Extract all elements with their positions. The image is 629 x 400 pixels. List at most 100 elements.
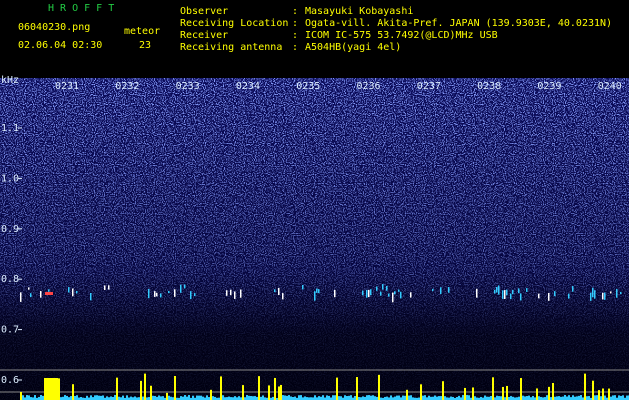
- info-label: Receiving Location: [180, 18, 288, 29]
- strip-signal: [242, 385, 244, 400]
- strip-signal: [428, 395, 430, 400]
- strip-signal: [592, 380, 594, 400]
- meteor-echo: [274, 289, 276, 293]
- meteor-echo: [496, 286, 498, 293]
- meteor-echo: [616, 288, 618, 298]
- strip-signal: [22, 395, 24, 400]
- strip-signal: [528, 395, 530, 400]
- strip-signal: [386, 396, 388, 400]
- meteor-echo: [90, 292, 92, 301]
- strip-signal: [122, 395, 124, 400]
- meteor-echo: [174, 289, 176, 297]
- strip-signal: [590, 397, 592, 400]
- strip-signal: [120, 397, 122, 400]
- strip-signal: [584, 373, 586, 400]
- strip-signal: [438, 396, 440, 400]
- strip-signal: [602, 388, 604, 400]
- strip-signal: [206, 395, 208, 400]
- strip-signal: [290, 396, 292, 400]
- strip-signal: [456, 397, 458, 400]
- strip-signal: [324, 397, 326, 400]
- meteor-echo: [148, 288, 150, 299]
- strip-signal: [244, 397, 246, 400]
- strip-signal: [74, 395, 76, 400]
- strip-signal: [98, 395, 100, 400]
- strip-signal: [30, 397, 32, 400]
- strip-signal: [582, 397, 584, 400]
- meteor-echo: [394, 291, 396, 295]
- strip-signal: [564, 395, 566, 400]
- strip-signal: [288, 395, 290, 400]
- y-tick-label: 1.0: [1, 173, 19, 184]
- strip-signal: [488, 396, 490, 400]
- meteor-head: [45, 292, 53, 295]
- strip-signal: [346, 396, 348, 400]
- strip-signal: [200, 395, 202, 400]
- meteor-echo: [392, 292, 394, 303]
- strip-signal: [278, 386, 280, 400]
- strip-signal: [508, 396, 510, 400]
- strip-signal: [192, 395, 194, 400]
- meteor-echo: [76, 290, 78, 294]
- strip-signal: [208, 397, 210, 400]
- x-tick-label: 0233: [176, 81, 200, 92]
- strip-signal: [624, 397, 626, 400]
- strip-signal: [170, 396, 172, 400]
- meteor-echo: [620, 291, 622, 295]
- strip-signal: [224, 397, 226, 400]
- strip-signal: [86, 395, 88, 400]
- strip-signal: [608, 388, 610, 400]
- strip-signal: [148, 397, 150, 400]
- meteor-echo: [154, 291, 156, 297]
- strip-signal: [60, 397, 62, 400]
- x-tick-label: 0231: [55, 81, 79, 92]
- strip-signal: [474, 396, 476, 400]
- strip-signal: [198, 395, 200, 400]
- strip-signal: [392, 397, 394, 400]
- strip-signal: [498, 396, 500, 400]
- strip-signal: [210, 389, 212, 400]
- strip-signal: [96, 395, 98, 400]
- strip-signal: [212, 396, 214, 400]
- strip-signal: [216, 397, 218, 400]
- strip-signal: [232, 397, 234, 400]
- meteor-echo: [194, 293, 196, 297]
- strip-signal: [440, 396, 442, 400]
- strip-signal: [262, 395, 264, 400]
- meteor-echo: [368, 289, 370, 298]
- strip-signal: [616, 397, 618, 400]
- strip-signal: [362, 396, 364, 400]
- strip-signal: [318, 396, 320, 400]
- x-tick-label: 0239: [537, 81, 561, 92]
- strip-signal: [536, 388, 538, 400]
- strip-signal: [166, 392, 168, 400]
- strip-signal: [460, 397, 462, 400]
- strip-signal: [350, 395, 352, 400]
- strip-signal: [554, 396, 556, 400]
- strip-signal: [332, 395, 334, 400]
- strip-signal: [454, 397, 456, 400]
- strip-signal: [248, 395, 250, 400]
- strip-signal: [188, 395, 190, 400]
- strip-signal: [408, 395, 410, 400]
- strip-signal: [506, 385, 508, 400]
- strip-signal: [258, 376, 260, 400]
- meteor-echo: [494, 289, 496, 294]
- strip-signal: [64, 395, 66, 400]
- strip-signal: [126, 395, 128, 400]
- strip-signal: [546, 395, 548, 400]
- strip-signal: [276, 397, 278, 400]
- strip-signal: [42, 395, 44, 400]
- strip-signal: [578, 395, 580, 400]
- meteor-echo: [388, 293, 390, 297]
- strip-signal: [76, 395, 78, 400]
- strip-signal: [268, 385, 270, 400]
- strip-signal: [594, 395, 596, 400]
- strip-signal: [436, 396, 438, 400]
- info-label: Observer: [180, 6, 228, 17]
- y-tick-label: 0.9: [1, 224, 19, 235]
- strip-signal: [366, 395, 368, 400]
- x-tick-label: 0236: [357, 81, 381, 92]
- strip-signal: [252, 396, 254, 400]
